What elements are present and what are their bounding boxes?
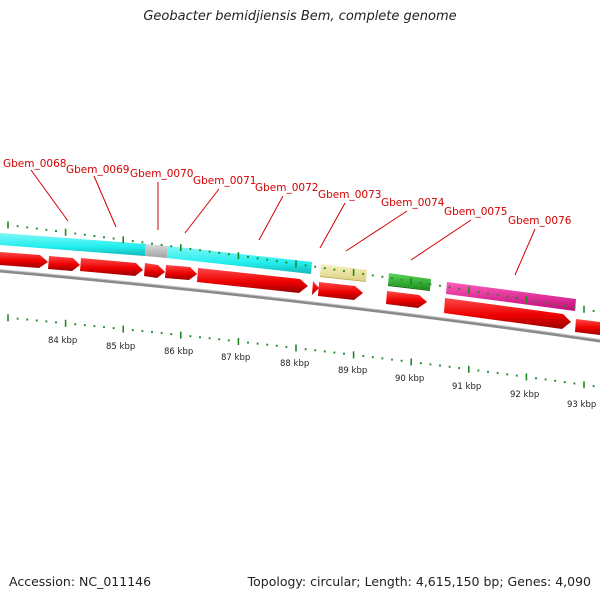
inner-tick-track [7,314,595,389]
kbp-label: 88 kbp [280,359,309,369]
gene-label: Gbem_0075 [444,206,507,218]
genome-backbone-highlight [0,269,600,340]
gene-label: Gbem_0069 [66,164,129,176]
gene-label: Gbem_0070 [130,168,193,180]
feature-block-khaki-edge [319,276,367,282]
feature-block-cyan [167,246,312,274]
gene-label: Gbem_0076 [508,215,572,227]
kbp-label: 89 kbp [338,366,367,376]
feature-block-magenta [446,282,576,311]
gene-label: Gbem_0068 [3,158,66,170]
cds-arrow [165,265,197,280]
gene-labels: Gbem_0068 Gbem_0069 Gbem_0070 Gbem_0071 … [3,158,572,227]
gene-label: Gbem_0071 [193,175,256,187]
cds-track [0,252,600,335]
accession-text: Accession: NC_011146 [9,574,152,589]
leader-line [93,175,117,228]
gene-label: Gbem_0074 [381,197,445,209]
cds-arrow [386,291,427,308]
feature-block-khaki [320,264,367,281]
kbp-label: 86 kbp [164,347,193,357]
outer-tick-track [7,221,595,313]
leader-line [30,169,69,222]
cds-arrow [197,268,308,293]
genome-stats-text: Topology: circular; Length: 4,615,150 bp… [247,574,591,589]
cds-arrow [318,282,363,300]
feature-block-gray [145,244,168,258]
feature-block-green-edge [387,285,431,291]
kbp-label: 92 kbp [510,390,539,400]
leader-line [184,188,220,234]
leader-line [345,210,408,252]
leader-line [258,195,284,241]
feature-block-green [388,273,431,290]
leader-line [319,202,346,249]
cds-arrow [444,298,571,329]
leader-line [410,219,472,261]
feature-track [0,233,576,311]
genome-backbone [0,269,600,343]
gene-label: Gbem_0073 [318,189,381,201]
kbp-label: 91 kbp [452,382,481,392]
gene-label-leaders [30,169,536,276]
cds-arrow [312,281,319,295]
kbp-label: 84 kbp [48,336,77,346]
cds-arrow [575,319,600,335]
map-title: Geobacter bemidjiensis Bem, complete gen… [143,9,457,24]
kbp-labels: 84 kbp 85 kbp 86 kbp 87 kbp 88 kbp 89 kb… [48,336,596,410]
cds-arrow [144,263,165,278]
kbp-label: 93 kbp [567,400,596,410]
cds-arrow [0,252,48,268]
kbp-label: 87 kbp [221,353,250,363]
leader-line [514,228,536,276]
kbp-label: 85 kbp [106,342,135,352]
cds-arrow [80,258,143,276]
cds-arrow [48,256,80,271]
kbp-label: 90 kbp [395,374,424,384]
gene-label: Gbem_0072 [255,182,318,194]
feature-block-cyan [0,233,146,256]
